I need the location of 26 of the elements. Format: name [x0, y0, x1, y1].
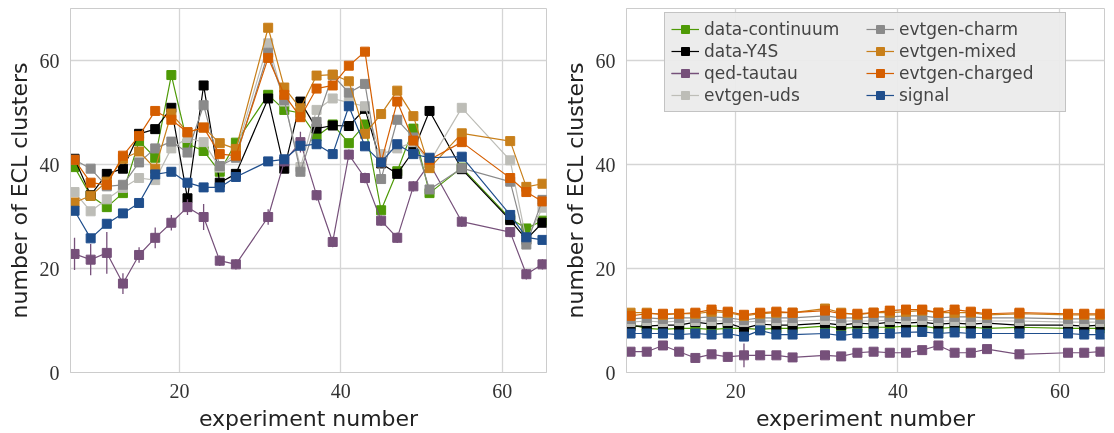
legend-label: evtgen-uds	[704, 85, 801, 105]
y-tick-label: 40	[39, 153, 60, 176]
legend-label: signal	[899, 85, 951, 105]
y-tick-label: 60	[39, 49, 60, 72]
legend-label: evtgen-mixed	[899, 41, 1018, 61]
x-tick-label: 20	[725, 379, 746, 402]
legend-label: evtgen-charm	[899, 19, 1020, 39]
legend-label: qed-tautau	[704, 63, 799, 83]
x-tick-label: 40	[887, 379, 908, 402]
x-tick-label: 20	[169, 379, 190, 402]
x-tick-label: 40	[330, 379, 351, 402]
y-tick-label: 0	[49, 361, 60, 384]
legend-label: data-continuum	[704, 19, 841, 39]
x-tick-label: 60	[492, 379, 513, 402]
y-tick-label: 20	[595, 257, 616, 280]
legend-label: data-Y4S	[704, 41, 780, 61]
legend-label: evtgen-charged	[899, 63, 1035, 83]
y-tick-label: 40	[595, 153, 616, 176]
y-tick-label: 0	[605, 361, 616, 384]
y-axis-title: number of ECL clusters	[562, 62, 588, 319]
y-tick-label: 20	[39, 257, 60, 280]
x-axis-title: experiment number	[755, 405, 977, 431]
y-axis-title: number of ECL clusters	[6, 62, 32, 319]
x-axis-title: experiment number	[198, 405, 420, 431]
x-tick-label: 60	[1049, 379, 1070, 402]
y-tick-label: 60	[595, 49, 616, 72]
